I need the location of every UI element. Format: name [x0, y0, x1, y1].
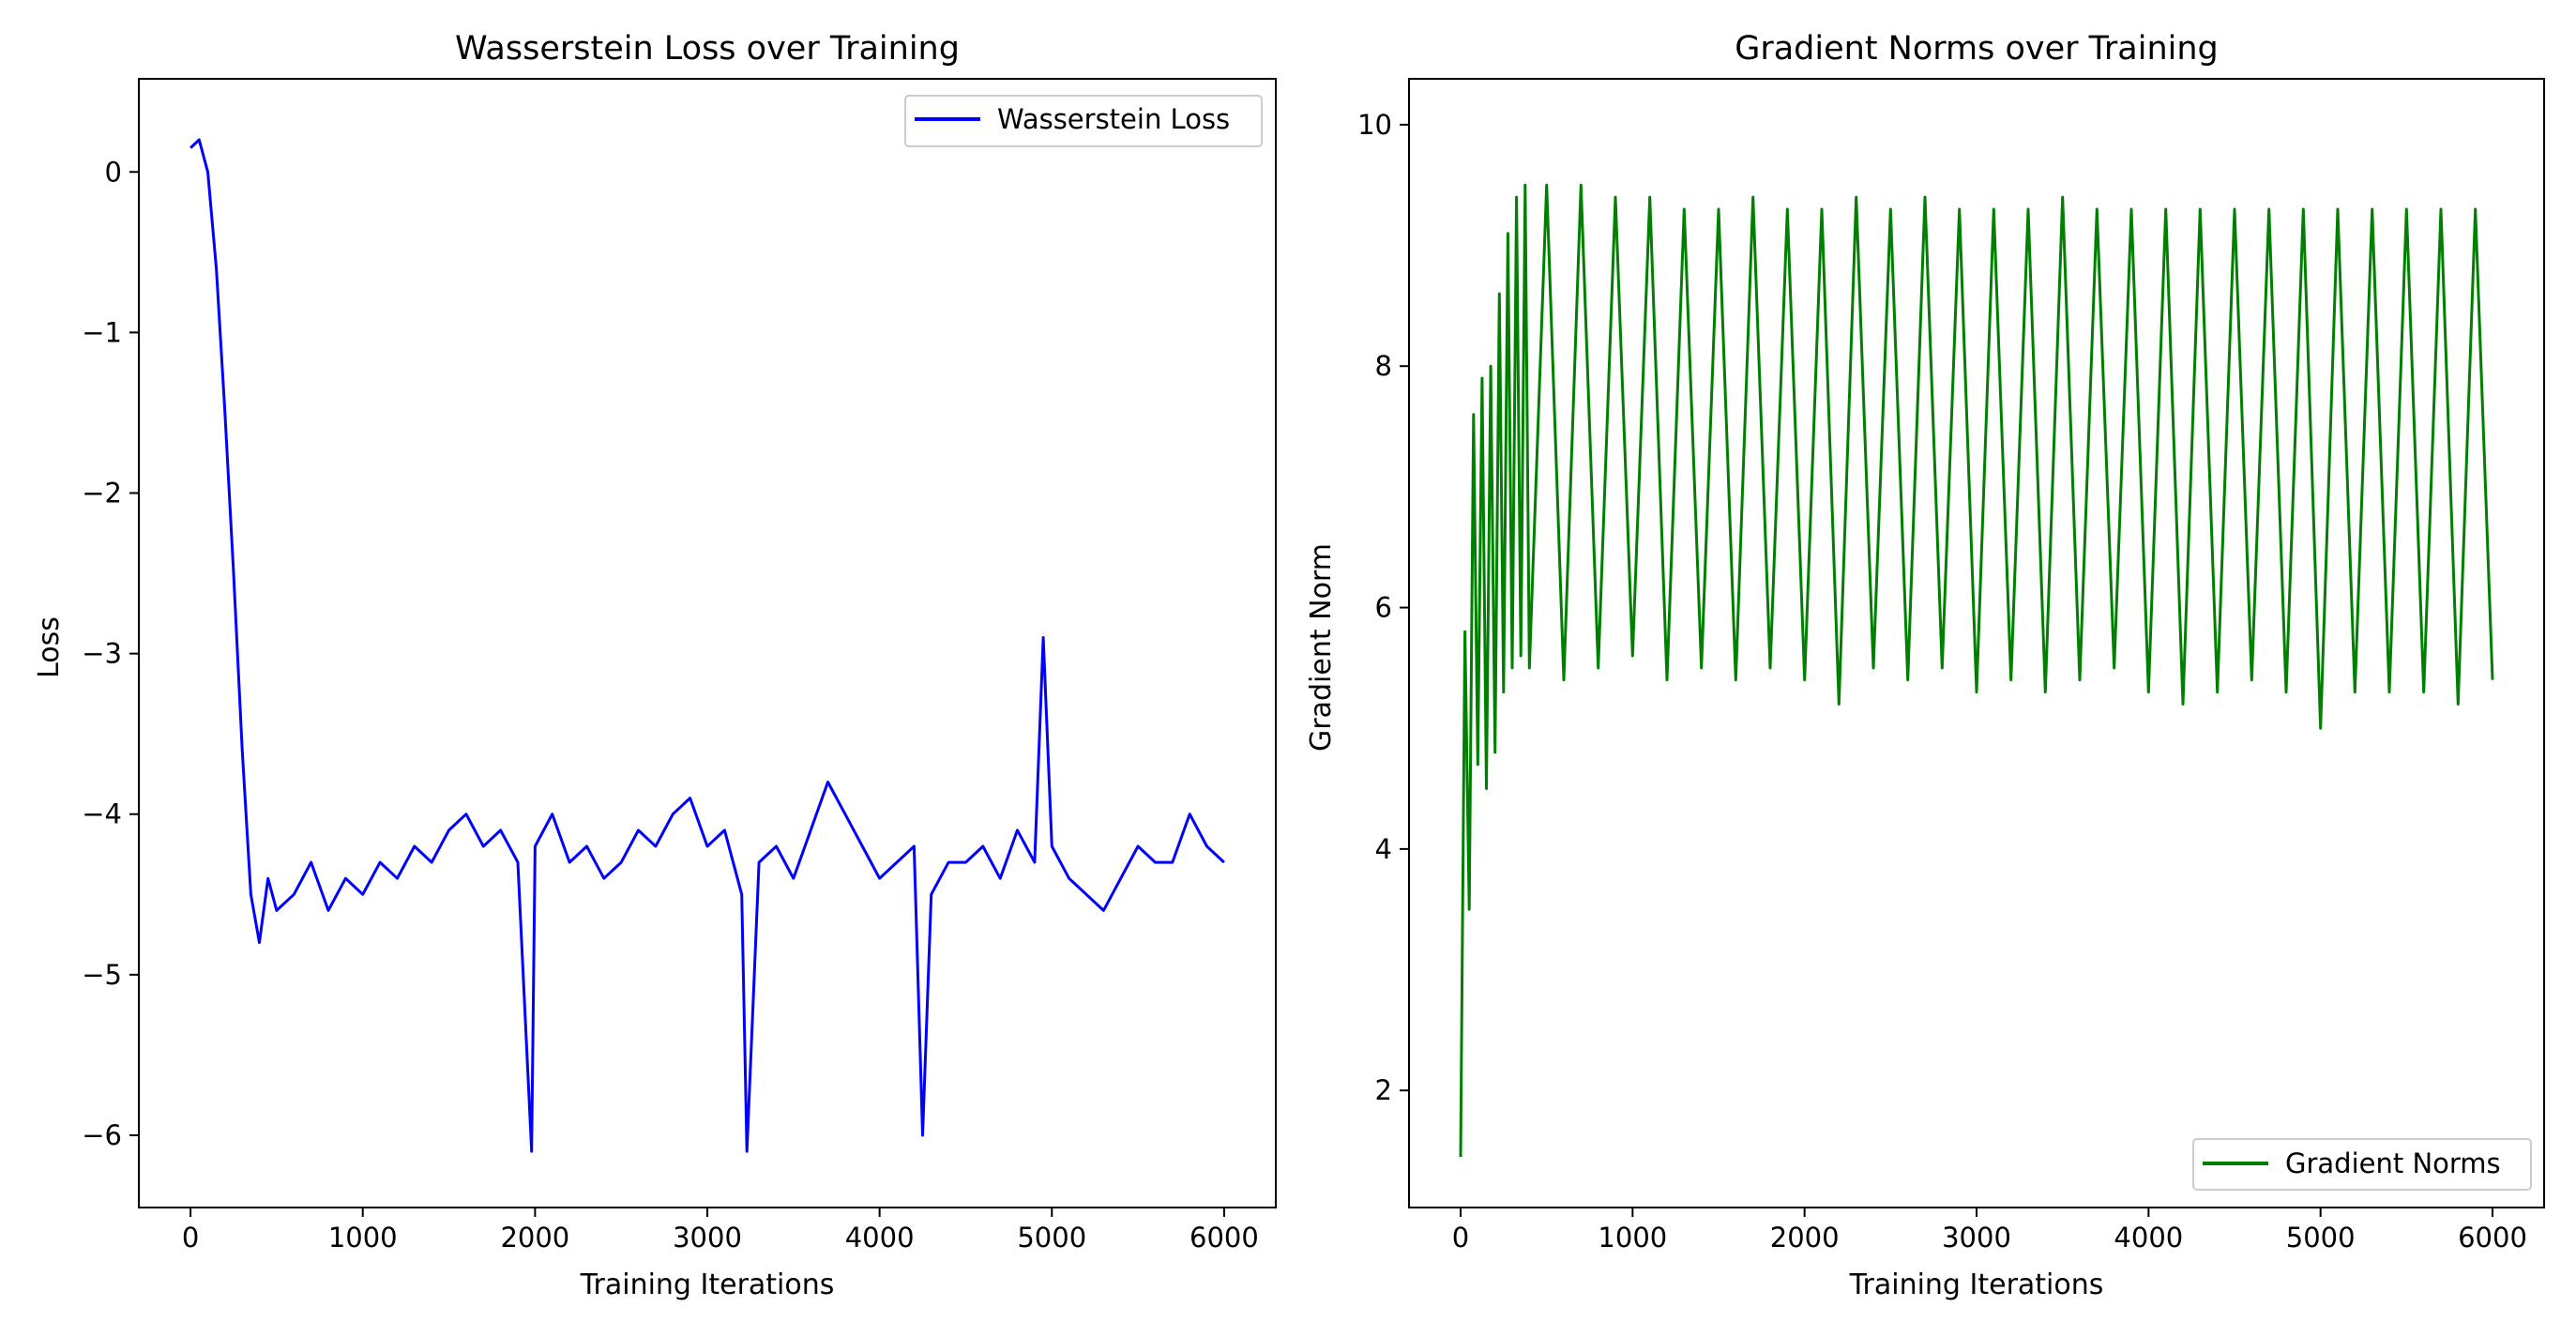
gradient-chart-title: Gradient Norms over Training: [1735, 30, 2219, 68]
gradient-x-tick-label: 4000: [2114, 1222, 2183, 1253]
loss-x-tick-label: 0: [182, 1222, 199, 1253]
loss-legend-label: Wasserstein Loss: [997, 103, 1230, 135]
gradient-y-tick-label: 2: [1375, 1074, 1392, 1106]
gradient-legend: Gradient Norms: [2192, 1138, 2532, 1191]
gradient-x-axis-label: Training Iterations: [1849, 1269, 2104, 1301]
loss-y-tick-label: −6: [82, 1119, 122, 1151]
loss-y-axis-label: Loss: [33, 616, 66, 678]
loss-y-tick-label: 0: [105, 156, 122, 188]
gradient-legend-label: Gradient Norms: [2285, 1147, 2501, 1179]
loss-chart-panel: Wasserstein Loss over Training 0 1000 2000…: [33, 30, 1277, 1301]
gradient-x-tick-label: 0: [1452, 1222, 1469, 1253]
gradient-plot-area: [1459, 183, 2494, 1158]
gradient-y-tick-label: 8: [1375, 350, 1392, 382]
gradient-x-tick-label: 5000: [2286, 1222, 2356, 1253]
loss-x-tick-label: 4000: [845, 1222, 915, 1253]
loss-series-line: [189, 138, 1225, 1153]
loss-legend: Wasserstein Loss: [904, 95, 1263, 147]
gradient-y-tick-label: 6: [1375, 592, 1392, 624]
loss-plot-area: [189, 138, 1225, 1153]
loss-x-tick-label: 6000: [1190, 1222, 1259, 1253]
gradient-x-tick-label: 1000: [1598, 1222, 1667, 1253]
gradient-y-axis-ticks: 2 4 6 8 10: [1357, 109, 1409, 1106]
gradient-x-axis-ticks: 0 1000 2000 3000 4000 5000 6000: [1452, 1208, 2527, 1253]
loss-x-tick-label: 2000: [500, 1222, 569, 1253]
loss-x-axis-ticks: 0 1000 2000 3000 4000 5000 6000: [182, 1208, 1259, 1253]
loss-x-tick-label: 1000: [328, 1222, 398, 1253]
loss-x-tick-label: 5000: [1017, 1222, 1086, 1253]
gradient-chart-panel: Gradient Norms over Training 0 1000 2000 30…: [1305, 30, 2545, 1301]
loss-y-tick-label: −2: [82, 477, 122, 509]
loss-y-axis-ticks: 0 −1 −2 −3 −4 −5 −6: [82, 156, 139, 1151]
loss-chart-title: Wasserstein Loss over Training: [455, 30, 960, 68]
gradient-y-tick-label: 4: [1375, 833, 1392, 865]
gradient-x-tick-label: 6000: [2458, 1222, 2527, 1253]
loss-y-tick-label: −1: [82, 316, 122, 348]
loss-y-tick-label: −4: [82, 798, 122, 830]
gradient-x-tick-label: 2000: [1770, 1222, 1840, 1253]
loss-legend-box: [904, 95, 1263, 147]
loss-plot-frame: [138, 78, 1277, 1208]
gradient-y-tick-label: 10: [1357, 109, 1392, 141]
gradient-legend-box: [2192, 1138, 2532, 1191]
loss-x-axis-label: Training Iterations: [580, 1269, 835, 1301]
gradient-x-tick-label: 3000: [1942, 1222, 2011, 1253]
gradient-y-axis-label: Gradient Norm: [1305, 543, 1338, 752]
loss-y-tick-label: −5: [82, 959, 122, 991]
loss-x-tick-label: 3000: [673, 1222, 742, 1253]
gradient-series-line: [1459, 183, 2494, 1158]
loss-y-tick-label: −3: [82, 638, 122, 670]
